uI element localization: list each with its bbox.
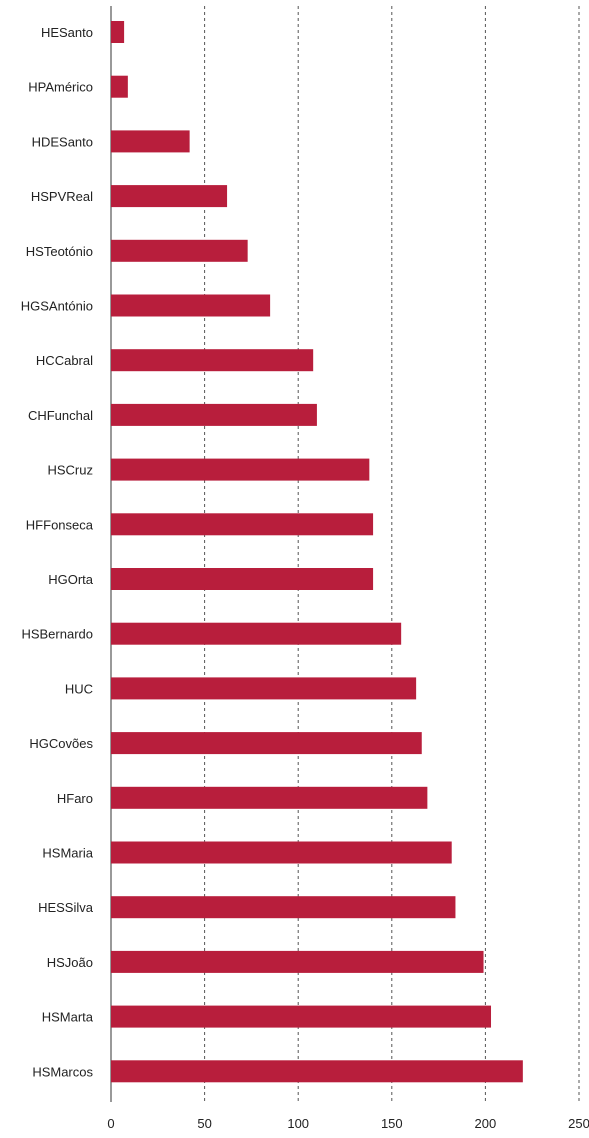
bar: [111, 21, 125, 43]
x-tick-label: 200: [475, 1116, 497, 1131]
bar: [111, 349, 314, 372]
category-label: HFaro: [57, 791, 93, 806]
category-label: HSJoão: [47, 955, 93, 970]
bar: [111, 513, 374, 536]
bar: [111, 239, 248, 262]
category-label: HSPVReal: [31, 189, 93, 204]
bars: [111, 21, 523, 1083]
bar: [111, 294, 271, 317]
bar: [111, 1005, 492, 1028]
category-label: HGSAntónio: [21, 299, 93, 314]
category-label: HSMarcos: [32, 1064, 93, 1079]
category-label: HSTeotónio: [26, 244, 93, 259]
bar: [111, 75, 128, 98]
category-label: HGCovões: [29, 736, 93, 751]
bar: [111, 185, 228, 208]
bar: [111, 622, 402, 645]
category-label: HGOrta: [48, 572, 94, 587]
bar: [111, 786, 428, 809]
category-labels: HESanto HPAmérico HDESanto HSPVReal HSTeotón…: [21, 25, 94, 1079]
x-tick-label: 100: [287, 1116, 309, 1131]
category-label: HSBernardo: [21, 627, 93, 642]
category-label: HCCabral: [36, 353, 93, 368]
x-tick-label: 50: [197, 1116, 211, 1131]
bar: [111, 732, 422, 755]
category-label: HSMaria: [42, 846, 93, 861]
x-tick-label: 0: [107, 1116, 114, 1131]
gridlines: [110, 6, 580, 1102]
category-label: HPAmérico: [28, 80, 93, 95]
x-tick-label: 250: [568, 1116, 589, 1131]
category-label: HUC: [65, 681, 93, 696]
x-tick-label: 150: [381, 1116, 403, 1131]
category-label: HFFonseca: [26, 517, 94, 532]
x-tick-labels: 0 50 100 150 200 250: [107, 1116, 589, 1131]
bar: [111, 896, 456, 919]
bar: [111, 950, 484, 973]
bar: [111, 130, 190, 153]
category-label: HESSilva: [38, 900, 94, 915]
bar: [111, 1060, 523, 1083]
bar: [111, 403, 317, 426]
bar: [111, 568, 374, 590]
bar: [111, 458, 370, 481]
category-label: HSMarta: [42, 1010, 94, 1025]
bar: [111, 677, 417, 700]
bar: [111, 841, 452, 864]
category-label: HSCruz: [47, 463, 93, 478]
category-label: HESanto: [41, 25, 93, 40]
category-label: HDESanto: [32, 134, 93, 149]
category-label: CHFunchal: [28, 408, 93, 423]
